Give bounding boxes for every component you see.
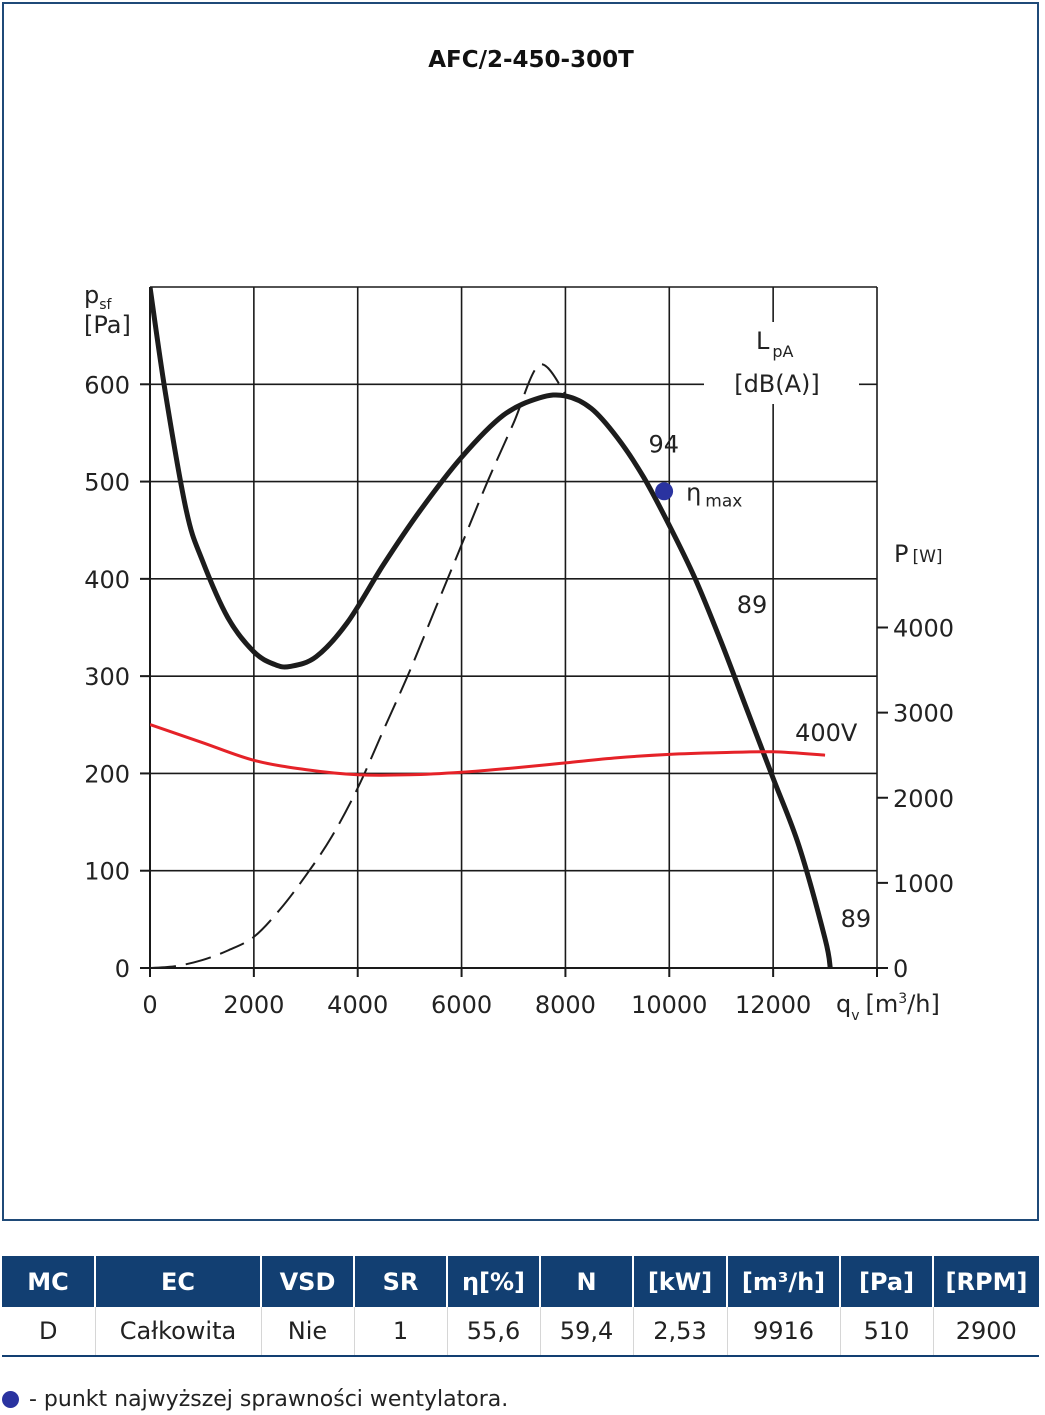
table-cell: 510 — [839, 1307, 933, 1357]
eta-max-marker-icon — [2, 1390, 19, 1408]
table-header-cell: η[%] — [446, 1256, 540, 1307]
noise-label-unit: [dB(A)] — [734, 370, 820, 398]
table-cell: 59,4 — [539, 1307, 633, 1357]
table-cell: 2,53 — [632, 1307, 727, 1357]
x-tick-label: 8000 — [535, 991, 596, 1019]
noise-level-label: 89 — [841, 905, 872, 933]
spec-table: MC EC VSD SR η[%] N [kW] [m³/h] [Pa] [RPM] D Całko… — [2, 1256, 1039, 1357]
table-header-cell: [m³/h] — [726, 1256, 840, 1307]
x-axis-label: qv [m3/h] — [836, 990, 940, 1024]
y-right-tick-label: 0 — [893, 955, 908, 983]
noise-level-label: 89 — [737, 591, 768, 619]
noise-level-label: 94 — [649, 430, 680, 458]
power-curve-400v — [150, 723, 826, 777]
y-left-tick-label: 500 — [84, 469, 130, 497]
table-cell: 55,6 — [446, 1307, 540, 1357]
x-tick-label: 4000 — [327, 991, 388, 1019]
x-tick-label: 12000 — [735, 991, 811, 1019]
series-label: 400V — [795, 719, 858, 747]
table-header-cell: EC — [94, 1256, 261, 1307]
chart-frame: AFC/2-450-300T 0 2000 4000 6000 8000 10000 120… — [2, 2, 1039, 1221]
y-left-tick-label: 300 — [84, 663, 130, 691]
y-left-tick-label: 100 — [84, 858, 130, 886]
performance-chart: AFC/2-450-300T 0 2000 4000 6000 8000 10000 120… — [84, 47, 954, 1024]
table-cell: Nie — [260, 1307, 354, 1357]
chart-title: AFC/2-450-300T — [428, 47, 634, 73]
axes: 0 2000 4000 6000 8000 10000 120000100200300400… — [84, 281, 954, 1024]
pressure-curve — [150, 287, 833, 968]
table-header-cell: [Pa] — [839, 1256, 933, 1307]
y-right-tick-label: 3000 — [893, 700, 954, 728]
legend-note-text: - punkt najwyższej sprawności wentylator… — [29, 1386, 509, 1412]
y-axis-left-unit: [Pa] — [84, 311, 131, 339]
table-header-cell: VSD — [260, 1256, 354, 1307]
y-left-tick-label: 400 — [84, 566, 130, 594]
y-right-tick-label: 2000 — [893, 785, 954, 813]
x-tick-label: 6000 — [431, 991, 492, 1019]
table-cell: 9916 — [726, 1307, 840, 1357]
table-header-cell: SR — [353, 1256, 447, 1307]
x-tick-label: 0 — [142, 991, 157, 1019]
y-left-tick-label: 200 — [84, 760, 130, 788]
y-axis-right-label: P [W] — [894, 540, 943, 568]
y-left-tick-label: 0 — [115, 955, 130, 983]
y-axis-left-label: psf — [84, 281, 113, 313]
eta-max-label: η max — [686, 478, 742, 511]
y-right-tick-label: 1000 — [893, 870, 954, 898]
y-left-tick-label: 600 — [84, 371, 130, 399]
legend-note: - punkt najwyższej sprawności wentylator… — [2, 1384, 508, 1414]
series-layer — [150, 287, 833, 968]
table-cell: D — [2, 1307, 95, 1357]
table-cell: 1 — [353, 1307, 447, 1357]
system-curve-dashed — [150, 363, 567, 968]
series-clip-group — [150, 287, 833, 968]
noise-label-background — [704, 322, 859, 404]
table-header-cell: [kW] — [632, 1256, 727, 1307]
table-header-row: MC EC VSD SR η[%] N [kW] [m³/h] [Pa] [RPM] — [2, 1256, 1039, 1307]
table-cell: 2900 — [932, 1307, 1039, 1357]
table-header-cell: N — [539, 1256, 633, 1307]
x-tick-label: 10000 — [631, 991, 707, 1019]
y-right-tick-label: 4000 — [893, 615, 954, 643]
x-tick-label: 2000 — [223, 991, 284, 1019]
table-row: D Całkowita Nie 1 55,6 59,4 2,53 9916 510 2900 — [2, 1307, 1039, 1357]
table-header-cell: [RPM] — [932, 1256, 1039, 1307]
table-cell: Całkowita — [94, 1307, 261, 1357]
table-header-cell: MC — [2, 1256, 95, 1307]
eta-max-point — [655, 482, 674, 501]
